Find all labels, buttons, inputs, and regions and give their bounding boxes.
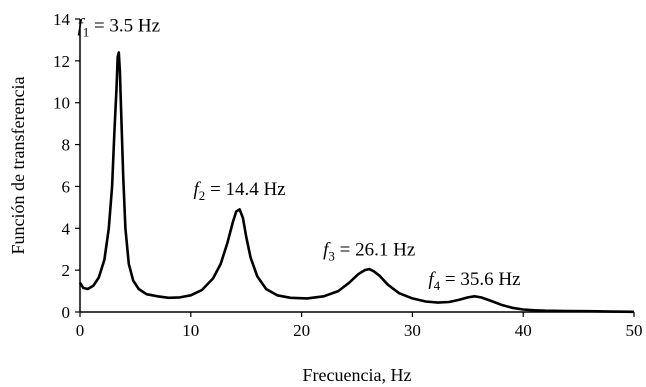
y-tick-label: 14 (53, 10, 71, 29)
ticks: 0 10 20 30 40 50 0 2 4 6 8 10 12 14 (53, 10, 643, 340)
y-tick-label: 6 (62, 177, 71, 196)
x-axis-title: Frecuencia, Hz (303, 365, 412, 385)
y-tick-label: 12 (53, 52, 70, 71)
y-tick-label: 4 (62, 219, 71, 238)
y-tick-label: 2 (62, 261, 71, 280)
peak-label-1: f1 = 3.5 Hz (77, 16, 160, 40)
axes (79, 19, 634, 313)
y-tick-label: 0 (62, 303, 71, 322)
x-tick-label: 0 (76, 321, 85, 340)
peak-annotations: f1 = 3.5 Hz f2 = 14.4 Hz f3 = 26.1 Hz f4 = … (77, 16, 520, 293)
x-tick-label: 10 (182, 321, 199, 340)
peak-label-4: f4 = 35.6 Hz (428, 269, 520, 293)
x-tick-label: 40 (515, 321, 532, 340)
peak-label-3: f3 = 26.1 Hz (323, 239, 415, 263)
x-tick-label: 30 (404, 321, 421, 340)
x-tick-label: 50 (626, 321, 643, 340)
x-tick-label: 20 (293, 321, 310, 340)
y-tick-label: 10 (53, 94, 70, 113)
transfer-function-line (78, 51, 635, 314)
y-axis-title: Función de transferencia (8, 77, 28, 255)
peak-label-2: f2 = 14.4 Hz (193, 179, 285, 203)
y-tick-label: 8 (62, 136, 71, 155)
